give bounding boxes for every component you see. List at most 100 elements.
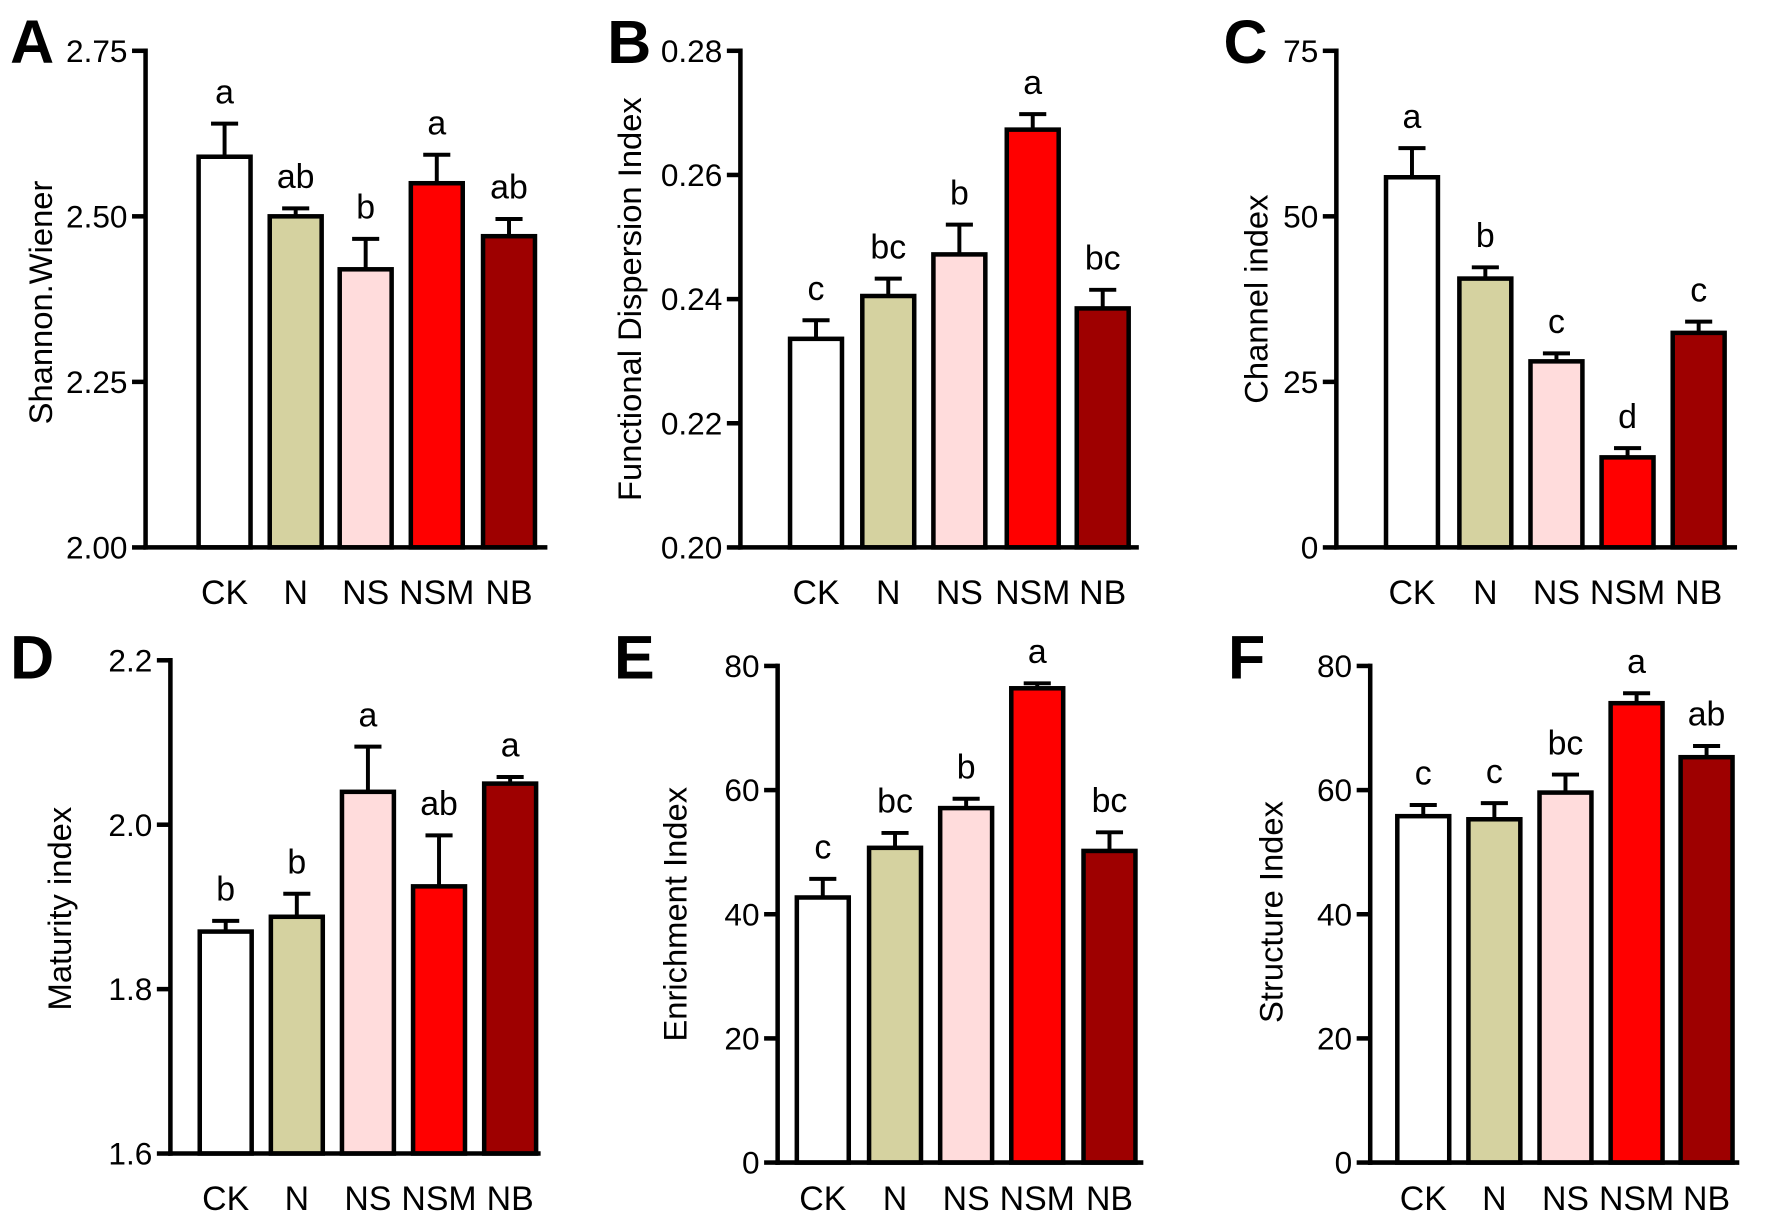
y-tick-label: 40 bbox=[724, 896, 759, 932]
y-axis-title: Functional Dispersion Index bbox=[611, 97, 648, 501]
significance-letter-nsm: a bbox=[427, 104, 446, 142]
significance-letter-ck: a bbox=[215, 73, 234, 111]
panel-letter: D bbox=[10, 623, 54, 691]
y-tick-label: 20 bbox=[1317, 1020, 1352, 1056]
y-axis-title: Shannon.Wiener bbox=[22, 181, 59, 425]
bar-ns bbox=[937, 805, 995, 1165]
y-axis-title: Channel index bbox=[1238, 194, 1275, 404]
significance-letter-nb: ab bbox=[490, 169, 528, 207]
bar-ck bbox=[794, 895, 852, 1165]
x-tick-label-ck: CK bbox=[201, 574, 248, 612]
bar-ck bbox=[197, 929, 254, 1156]
significance-letter-nsm: d bbox=[1618, 398, 1637, 436]
x-tick-label-nb: NB bbox=[1683, 1180, 1730, 1218]
panel-e: E Enrichment Index c CK bc Nb NS a NSM bc NB 0 20 40 6… bbox=[614, 623, 1144, 1218]
significance-letter-n: b bbox=[287, 843, 306, 881]
bar-ns bbox=[339, 789, 397, 1156]
bar-n bbox=[1457, 276, 1514, 550]
y-tick-label: 0.22 bbox=[661, 405, 723, 441]
significance-letter-ck: c bbox=[808, 270, 825, 308]
bar-nb bbox=[1081, 848, 1138, 1165]
significance-letter-n: bc bbox=[870, 228, 906, 266]
y-axis-title: Enrichment Index bbox=[656, 786, 693, 1041]
x-tick-label-nb: NB bbox=[1675, 574, 1722, 612]
significance-letter-ns: b bbox=[950, 174, 969, 212]
bar-nsm bbox=[1004, 127, 1061, 550]
bar-nsm bbox=[1608, 700, 1665, 1165]
y-tick-label: 25 bbox=[1283, 364, 1318, 400]
x-tick-label-ns: NS bbox=[1542, 1180, 1589, 1218]
y-tick-label: 80 bbox=[724, 648, 759, 684]
panel-c: C Channel index a CK b Nc NS d NSM c NB 0 25 50 75 bbox=[1223, 8, 1738, 612]
bar-nsm bbox=[1599, 455, 1656, 550]
panel-letter: E bbox=[614, 623, 655, 691]
y-tick-label: 20 bbox=[724, 1020, 759, 1056]
bar-nb bbox=[1670, 330, 1727, 550]
significance-letter-ck: c bbox=[1415, 755, 1432, 793]
panel-b: B Functional Dispersion Index c CK bc Nb NS a NS… bbox=[607, 8, 1139, 612]
x-tick-label-nb: NB bbox=[487, 1180, 534, 1218]
panel-a: A Shannon.Wiener a CK ab Nb NS a NSM ab NB 2.00 2.25… bbox=[10, 8, 548, 612]
x-tick-label-nsm: NSM bbox=[399, 574, 474, 612]
x-tick-label-nsm: NSM bbox=[1599, 1180, 1674, 1218]
significance-letter-n: b bbox=[1476, 217, 1495, 255]
y-tick-label: 0 bbox=[742, 1145, 760, 1181]
x-tick-label-ck: CK bbox=[1388, 574, 1435, 612]
x-tick-label-n: N bbox=[876, 574, 900, 612]
x-tick-label-nb: NB bbox=[1086, 1180, 1133, 1218]
y-tick-label: 2.50 bbox=[66, 198, 127, 234]
y-tick-label: 2.25 bbox=[66, 364, 127, 400]
significance-letter-nb: bc bbox=[1085, 239, 1121, 277]
y-tick-label: 60 bbox=[1317, 772, 1352, 808]
significance-letter-nb: c bbox=[1690, 271, 1707, 309]
y-tick-label: 0.28 bbox=[661, 33, 723, 69]
x-tick-label-ck: CK bbox=[799, 1180, 846, 1218]
x-tick-label-n: N bbox=[1473, 574, 1497, 612]
y-tick-label: 2.0 bbox=[108, 807, 152, 843]
bar-ck bbox=[196, 154, 253, 550]
y-tick-label: 1.8 bbox=[108, 971, 152, 1007]
x-tick-label-nb: NB bbox=[485, 574, 532, 612]
x-tick-label-nsm: NSM bbox=[1590, 574, 1665, 612]
y-axis-title: Maturity index bbox=[41, 806, 78, 1010]
panel-letter: B bbox=[607, 8, 651, 76]
y-tick-label: 40 bbox=[1317, 896, 1352, 932]
panel-letter: F bbox=[1228, 623, 1265, 691]
panel-letter: C bbox=[1223, 8, 1267, 76]
significance-letter-nsm: a bbox=[1627, 643, 1646, 681]
x-tick-label-ck: CK bbox=[202, 1180, 249, 1218]
bar-nsm bbox=[410, 884, 468, 1156]
x-tick-label-ns: NS bbox=[936, 574, 983, 612]
bar-n bbox=[267, 214, 324, 550]
significance-letter-ns: b bbox=[957, 748, 976, 786]
x-tick-label-ns: NS bbox=[342, 574, 389, 612]
y-tick-label: 80 bbox=[1317, 648, 1352, 684]
significance-letter-ck: c bbox=[814, 829, 831, 867]
bar-nb bbox=[480, 233, 538, 550]
significance-letter-nb: a bbox=[501, 727, 520, 765]
bar-ck bbox=[1395, 813, 1452, 1165]
y-tick-label: 0 bbox=[1335, 1145, 1353, 1181]
significance-letter-ck: b bbox=[216, 871, 235, 909]
bar-n bbox=[860, 293, 917, 550]
panel-f: F Structure Index c CK c Nbc NS a NSM ab NB 0 20 40 60… bbox=[1228, 623, 1740, 1218]
significance-letter-ns: bc bbox=[1548, 724, 1584, 762]
x-tick-label-ck: CK bbox=[1400, 1180, 1447, 1218]
significance-letter-n: bc bbox=[877, 783, 913, 821]
x-tick-label-n: N bbox=[883, 1180, 907, 1218]
bar-nb bbox=[1678, 754, 1735, 1165]
x-tick-label-n: N bbox=[285, 1180, 309, 1218]
bar-ck bbox=[1383, 175, 1441, 550]
significance-letter-nsm: a bbox=[1028, 633, 1047, 671]
bar-n bbox=[268, 914, 326, 1156]
x-tick-label-ns: NS bbox=[1533, 574, 1580, 612]
bar-nb bbox=[1074, 306, 1131, 550]
significance-letter-nsm: ab bbox=[420, 785, 458, 823]
x-tick-label-n: N bbox=[283, 574, 307, 612]
significance-letter-nsm: a bbox=[1023, 64, 1042, 102]
bar-n bbox=[866, 845, 924, 1165]
y-tick-label: 1.6 bbox=[108, 1136, 152, 1172]
y-tick-label: 0 bbox=[1301, 529, 1319, 565]
significance-letter-nb: ab bbox=[1688, 696, 1726, 734]
